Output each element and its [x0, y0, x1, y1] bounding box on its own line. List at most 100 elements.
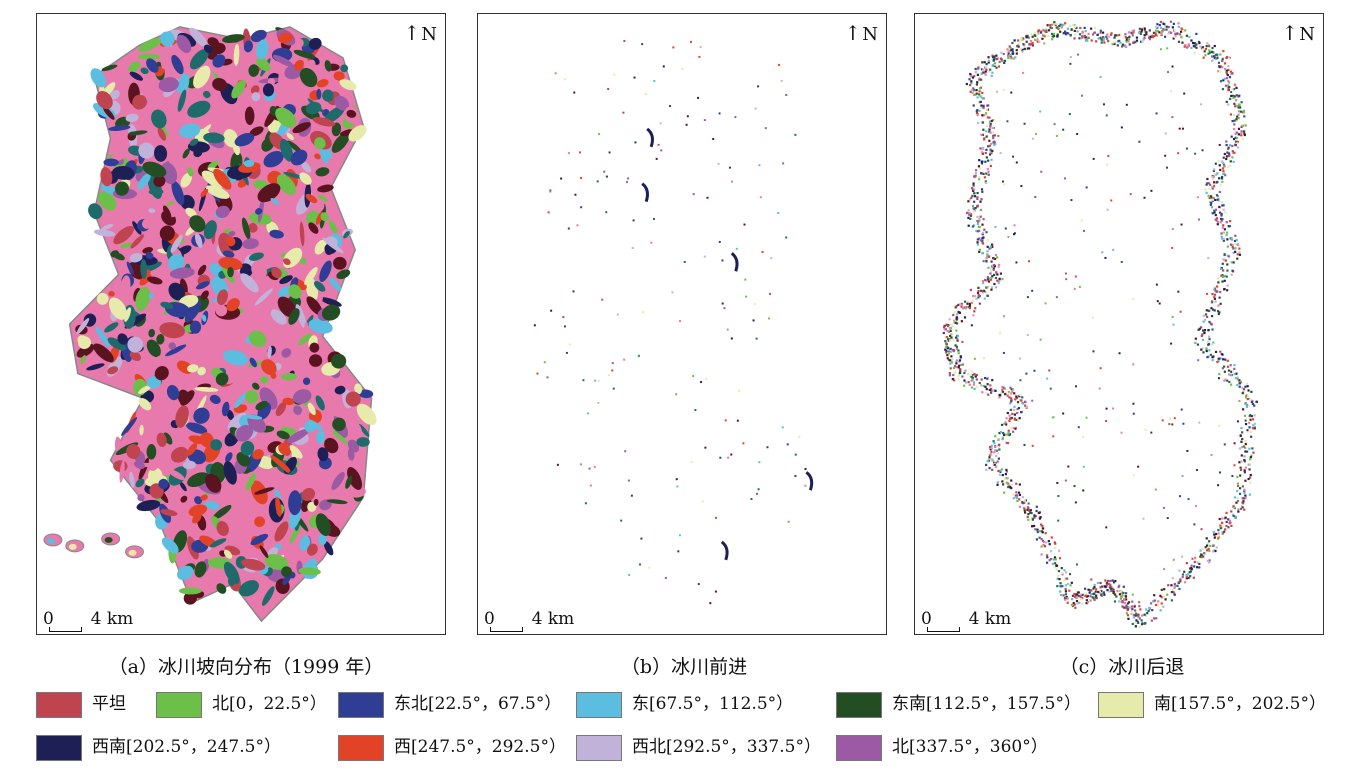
retreat-pixel: [1232, 113, 1235, 117]
aspect-patch: [136, 499, 161, 512]
advance-pixel: [573, 91, 576, 94]
legend-swatch: [576, 691, 622, 718]
retreat-pixel: [1090, 593, 1093, 596]
retreat-pixel: [972, 182, 975, 185]
advance-pixel: [607, 374, 610, 377]
retreat-pixel: [1169, 20, 1173, 23]
retreat-pixel: [986, 239, 989, 242]
retreat-pixel: [971, 376, 974, 379]
retreat-pixel: [970, 324, 973, 327]
retreat-pixel: [1003, 61, 1006, 65]
advance-pixel: [611, 369, 614, 372]
retreat-pixel: [1216, 277, 1220, 280]
aspect-patch: [184, 300, 202, 323]
retreat-pixel: [946, 346, 949, 349]
retreat-pixel: [978, 90, 981, 93]
aspect-patch: [288, 284, 302, 299]
retreat-pixel: [946, 357, 949, 360]
retreat-pixel: [1178, 127, 1181, 130]
aspect-patch: [207, 37, 220, 48]
retreat-pixel: [1010, 479, 1013, 482]
retreat-pixel: [1017, 419, 1020, 422]
retreat-pixel: [957, 364, 961, 367]
retreat-pixel: [993, 442, 996, 445]
aspect-patch: [146, 443, 157, 460]
retreat-pixel: [1159, 26, 1163, 29]
retreat-pixel: [972, 89, 976, 92]
retreat-pixel: [1042, 540, 1045, 544]
aspect-patch: [102, 106, 115, 120]
retreat-pixel: [1236, 420, 1239, 423]
retreat-pixel: [1211, 175, 1214, 179]
aspect-patch: [262, 83, 275, 97]
advance-pixel: [567, 227, 570, 230]
aspect-patch: [168, 282, 186, 301]
retreat-pixel: [1253, 422, 1256, 425]
aspect-patch: [205, 185, 230, 199]
retreat-pixel: [988, 116, 991, 119]
retreat-pixel: [1232, 88, 1236, 91]
advance-pixel: [633, 76, 636, 79]
retreat-pixel: [1181, 29, 1185, 33]
retreat-pixel: [1158, 23, 1161, 27]
retreat-pixel: [1211, 550, 1215, 553]
retreat-pixel: [1179, 30, 1183, 33]
retreat-pixel: [1225, 71, 1228, 74]
retreat-pixel: [1119, 597, 1122, 600]
aspect-patch: [223, 461, 237, 485]
retreat-pixel: [1033, 524, 1036, 527]
retreat-pixel: [1229, 521, 1232, 524]
aspect-patch: [334, 385, 346, 395]
advance-pixel: [562, 316, 565, 319]
retreat-pixel: [982, 260, 985, 263]
retreat-pixel: [1170, 584, 1173, 587]
retreat-pixel: [1073, 23, 1076, 27]
retreat-pixel: [1017, 406, 1021, 410]
retreat-pixel: [1209, 301, 1213, 304]
retreat-pixel: [1146, 612, 1149, 615]
retreat-pixel: [1131, 34, 1134, 37]
retreat-pixel: [981, 91, 984, 95]
retreat-pixel: [1007, 235, 1010, 238]
aspect-patch: [282, 397, 295, 406]
retreat-pixel: [1162, 506, 1165, 509]
retreat-pixel: [1194, 556, 1197, 559]
retreat-pixel: [1005, 477, 1008, 480]
retreat-pixel: [1066, 597, 1069, 600]
advance-pixel: [804, 467, 807, 470]
retreat-pixel: [1208, 188, 1211, 191]
aspect-patch: [276, 430, 290, 440]
retreat-pixel: [1081, 94, 1084, 97]
aspect-patch: [156, 432, 167, 447]
retreat-pixel: [978, 295, 981, 298]
aspect-patch: [154, 145, 168, 162]
retreat-pixel: [979, 239, 982, 242]
retreat-pixel: [1252, 424, 1255, 427]
retreat-pixel: [1162, 605, 1165, 608]
retreat-pixel: [1128, 43, 1131, 46]
retreat-pixel: [963, 300, 967, 303]
retreat-pixel: [989, 384, 992, 387]
retreat-pixel: [1086, 594, 1089, 598]
retreat-pixel: [1027, 513, 1030, 516]
retreat-pixel: [1238, 106, 1242, 109]
caption-a: （a）冰川坡向分布（1999 年）: [108, 656, 384, 678]
retreat-pixel: [975, 111, 979, 115]
retreat-pixel: [1099, 76, 1102, 79]
retreat-pixel: [1223, 288, 1226, 291]
retreat-pixel: [1243, 459, 1246, 462]
retreat-pixel: [1016, 401, 1020, 404]
retreat-pixel: [1235, 86, 1238, 90]
retreat-pixel: [1231, 94, 1235, 97]
retreat-pixel: [1011, 388, 1014, 391]
retreat-pixel: [1196, 196, 1199, 199]
retreat-pixel: [990, 389, 993, 393]
retreat-pixel: [982, 160, 985, 163]
retreat-pixel: [1113, 42, 1116, 46]
aspect-patch: [203, 44, 213, 54]
retreat-pixel: [1090, 39, 1093, 42]
retreat-pixel: [1034, 37, 1038, 40]
retreat-pixel: [1093, 598, 1096, 602]
retreat-pixel: [1137, 465, 1140, 468]
aspect-patch: [312, 117, 336, 127]
